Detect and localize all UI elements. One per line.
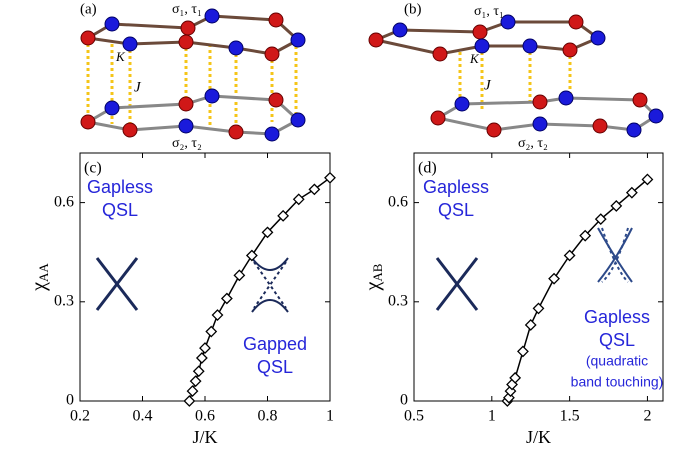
y-tick-label: 0 bbox=[400, 392, 408, 409]
annotation: Gapless bbox=[423, 177, 489, 197]
data-point bbox=[524, 319, 537, 331]
coupling-label: J bbox=[134, 79, 142, 95]
annotation: Gapped bbox=[243, 334, 307, 354]
y-tick-label: 0.6 bbox=[54, 193, 74, 210]
data-point bbox=[183, 395, 196, 407]
data-point bbox=[610, 199, 623, 212]
data-point bbox=[509, 371, 522, 384]
y-axis-label: χAB bbox=[362, 263, 385, 291]
coupling-label: K bbox=[469, 51, 480, 66]
axes-frame bbox=[413, 152, 664, 402]
x-axis-label: J/K bbox=[526, 427, 551, 447]
layer-label: σ₂, τ₂ bbox=[518, 136, 548, 151]
x-tick-label: 1 bbox=[488, 408, 496, 425]
dirac-cone-icon bbox=[95, 257, 479, 311]
bilayer-diagram-b bbox=[368, 14, 664, 138]
data-point bbox=[532, 302, 545, 315]
annotation: Gapless bbox=[87, 177, 153, 197]
y-axis-symbol: χ bbox=[362, 281, 384, 291]
annotation: QSL bbox=[102, 200, 138, 220]
annotation: (quadratic bbox=[586, 353, 648, 369]
x-tick-label: 2 bbox=[643, 408, 651, 425]
data-point bbox=[641, 173, 654, 186]
data-point bbox=[625, 186, 638, 199]
bilayer-diagram-a bbox=[80, 8, 306, 142]
x-tick-label: 0.2 bbox=[70, 408, 90, 425]
y-tick-label: 0.3 bbox=[54, 292, 74, 309]
panel-label: (c) bbox=[84, 160, 102, 177]
data-point bbox=[211, 309, 224, 321]
y-tick-label: 0 bbox=[66, 392, 74, 409]
layer-label: σ₂, τ₂ bbox=[172, 136, 202, 151]
data-point bbox=[220, 292, 233, 305]
gapped-band-icon bbox=[251, 257, 289, 313]
coupling-label: J bbox=[484, 77, 492, 93]
data-point bbox=[308, 183, 321, 196]
panel-label: (a) bbox=[80, 1, 97, 17]
data-point bbox=[186, 385, 199, 397]
data-point bbox=[594, 213, 607, 226]
data-point bbox=[517, 345, 529, 358]
data-point bbox=[205, 325, 218, 338]
x-tick-label: 1.5 bbox=[560, 408, 580, 425]
y-axis-symbol: χ bbox=[28, 282, 50, 292]
x-tick-label: 0.6 bbox=[195, 408, 215, 425]
data-point bbox=[548, 272, 560, 285]
x-tick-label: 0.8 bbox=[258, 408, 278, 425]
panel-label: (b) bbox=[404, 1, 422, 17]
data-point bbox=[192, 365, 205, 378]
x-tick-label: 0.5 bbox=[404, 408, 424, 425]
data-point bbox=[277, 209, 290, 222]
annotation: band touching) bbox=[571, 374, 664, 390]
layer-label: σ₁, τ₁ bbox=[474, 4, 504, 19]
annotation: QSL bbox=[438, 200, 474, 220]
data-point bbox=[233, 269, 246, 282]
data-point bbox=[195, 352, 208, 364]
x-tick-label: 0.4 bbox=[133, 408, 153, 425]
data-point bbox=[579, 229, 592, 242]
annotation: QSL bbox=[257, 357, 293, 377]
x-axis-label: J/K bbox=[192, 427, 217, 447]
layer-label: σ₁, τ₁ bbox=[172, 2, 202, 17]
data-point bbox=[189, 375, 202, 388]
data-point bbox=[292, 193, 305, 206]
data-point bbox=[503, 391, 515, 404]
data-point bbox=[563, 249, 576, 262]
data-point bbox=[261, 226, 274, 239]
y-axis-subscript: AB bbox=[370, 263, 385, 281]
y-axis-label: χAA bbox=[28, 263, 51, 292]
data-line bbox=[188, 177, 331, 402]
data-point bbox=[324, 171, 336, 184]
x-tick-label: 1 bbox=[326, 408, 334, 425]
y-tick-label: 0.3 bbox=[388, 292, 408, 309]
annotation: Gapless bbox=[584, 307, 650, 327]
quadratic-band-icon bbox=[597, 227, 633, 283]
panel-label: (d) bbox=[418, 160, 437, 177]
coupling-label: K bbox=[115, 49, 126, 64]
data-point bbox=[199, 342, 211, 355]
y-tick-label: 0.6 bbox=[388, 193, 408, 210]
data-point bbox=[245, 249, 258, 262]
y-axis-subscript: AA bbox=[36, 263, 51, 282]
annotation: QSL bbox=[599, 330, 635, 350]
